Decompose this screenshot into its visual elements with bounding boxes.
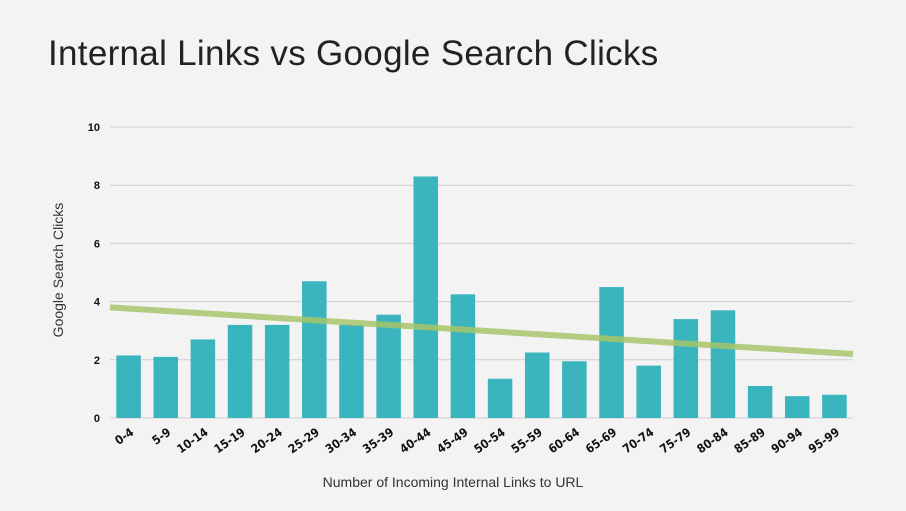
x-tick-label: 25-29 — [286, 425, 322, 456]
bar — [599, 287, 624, 418]
bar — [562, 361, 587, 418]
bar — [673, 319, 699, 418]
x-tick-label: 50-54 — [471, 425, 508, 457]
y-tick-label: 10 — [88, 122, 100, 134]
y-tick-label: 8 — [94, 180, 100, 192]
bar — [747, 385, 773, 418]
y-tick-label: 4 — [94, 297, 101, 309]
x-tick-label: 10-14 — [174, 425, 211, 457]
gridlines — [110, 126, 853, 419]
bar — [116, 355, 141, 418]
trendline — [109, 304, 854, 357]
bar — [153, 356, 178, 418]
bar — [339, 324, 364, 418]
y-tick-label: 0 — [94, 413, 100, 425]
bar — [190, 339, 216, 418]
bar — [413, 176, 439, 418]
bar — [710, 310, 736, 418]
y-tick-label: 2 — [94, 355, 100, 367]
x-tick-label: 30-34 — [323, 425, 360, 457]
x-tick-label: 45-49 — [434, 425, 470, 456]
x-axis-label: Number of Incoming Internal Links to URL — [323, 474, 584, 490]
x-tick-label: 95-99 — [806, 425, 842, 456]
x-tick-label: 20-24 — [249, 425, 286, 457]
x-tick-label: 70-74 — [620, 425, 657, 457]
trendline-group — [109, 304, 854, 357]
x-tick-label: 90-94 — [769, 425, 806, 457]
x-tick-label: 60-64 — [546, 425, 583, 457]
bar — [450, 294, 476, 418]
bar — [487, 378, 513, 418]
x-tick-label: 35-39 — [360, 425, 396, 456]
x-tick-label: 75-79 — [657, 425, 693, 456]
x-tick-labels: 0-4 5-9 10-14 15-19 20-24 25-29 30-34 35-39 40-4… — [112, 425, 842, 457]
chart-title: Internal Links vs Google Search Clicks — [48, 34, 659, 73]
y-axis-label: Google Search Clicks — [50, 203, 66, 338]
bar — [264, 324, 290, 418]
x-tick-label: 65-69 — [583, 425, 619, 456]
bars — [116, 176, 847, 418]
x-tick-label: 15-19 — [211, 425, 247, 456]
x-tick-label: 5-9 — [149, 425, 173, 448]
y-tick-label: 6 — [94, 238, 100, 250]
x-tick-label: 85-89 — [732, 425, 768, 456]
y-tick-labels: 0 2 4 6 8 10 — [88, 122, 101, 425]
bar — [524, 352, 550, 418]
bar — [785, 396, 810, 418]
x-tick-label: 80-84 — [694, 425, 731, 457]
x-tick-label: 40-44 — [397, 425, 434, 457]
bar — [822, 394, 847, 418]
bar — [636, 365, 661, 418]
bar — [376, 314, 401, 418]
x-tick-label: 55-59 — [509, 425, 545, 456]
bar — [227, 324, 253, 418]
bar — [302, 281, 327, 418]
x-tick-label: 0-4 — [112, 425, 136, 448]
